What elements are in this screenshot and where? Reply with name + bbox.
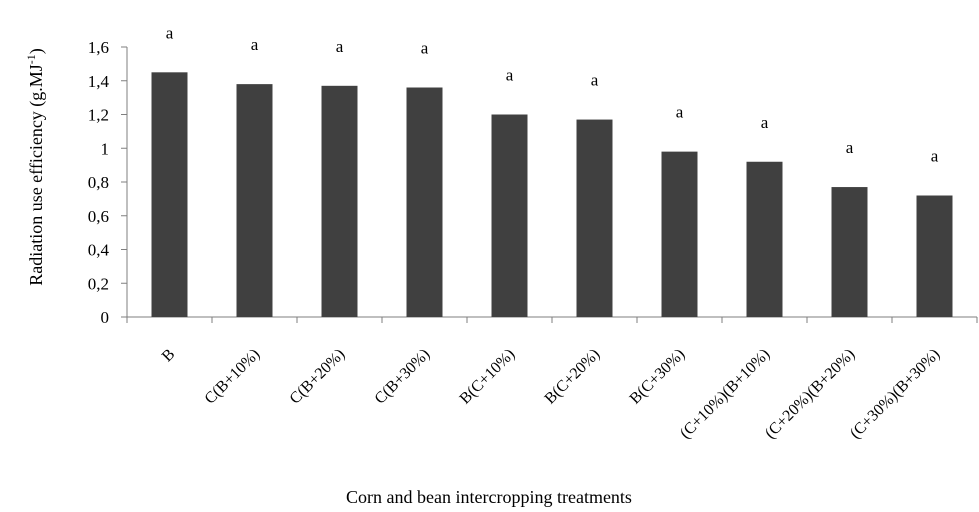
y-tick-label: 0,2 (88, 274, 109, 293)
y-axis-title: Radiation use efficiency (g.MJ-1) (24, 48, 47, 286)
x-axis-ticks (126, 317, 978, 323)
bar (406, 87, 443, 317)
y-tick-label: 0,4 (88, 241, 110, 260)
significance-letter: a (506, 66, 514, 85)
category-label: B(C+20%) (542, 346, 604, 408)
category-label: B(C+10%) (457, 346, 519, 408)
category-label: C(B+10%) (202, 346, 264, 408)
bar (916, 195, 953, 317)
bar (746, 161, 783, 317)
category-labels: B C(B+10%) C(B+20%) C(B+30%) B(C+10%) B(C+20%… (159, 346, 944, 442)
bar (151, 72, 188, 317)
bars (151, 72, 953, 317)
significance-letter: a (591, 71, 599, 90)
significance-letter: a (846, 138, 854, 157)
category-label: B(C+30%) (627, 346, 689, 408)
category-label: C(B+20%) (287, 346, 349, 408)
category-label: C(B+30%) (372, 346, 434, 408)
bar (576, 119, 613, 317)
category-label: (C+10%)(B+10%) (677, 346, 773, 442)
bar (491, 114, 528, 317)
y-axis-ticks (121, 46, 127, 318)
category-label: (C+20%)(B+20%) (762, 346, 858, 442)
y-tick-label: 0 (101, 308, 110, 327)
y-axis-title-superscript: -1 (24, 54, 38, 64)
bar (236, 84, 273, 317)
y-tick-label: 1,2 (88, 106, 109, 125)
y-axis-tick-labels: 0 0,2 0,4 0,6 0,8 1 1,2 1,4 1,6 (88, 38, 110, 327)
y-axis-title-main: Radiation use efficiency (g.MJ (26, 64, 47, 286)
bar (831, 187, 868, 317)
category-label: B (159, 346, 179, 366)
bar (661, 151, 698, 317)
bar (321, 85, 358, 317)
significance-letter: a (166, 23, 174, 42)
y-tick-label: 1 (101, 139, 110, 158)
x-axis-title: Corn and bean intercropping treatments (346, 487, 632, 507)
significance-letter: a (761, 113, 769, 132)
y-tick-label: 1,4 (88, 72, 110, 91)
y-tick-label: 0,8 (88, 173, 109, 192)
significance-letter: a (251, 35, 259, 54)
category-label: (C+30%)(B+30%) (847, 346, 943, 442)
y-tick-label: 0,6 (88, 207, 109, 226)
significance-letter: a (931, 147, 939, 166)
significance-letters: a a a a a a a a a a (166, 23, 939, 165)
y-axis-title-end: ) (26, 48, 47, 54)
significance-letter: a (421, 39, 429, 58)
significance-letter: a (336, 37, 344, 56)
y-tick-label: 1,6 (88, 38, 109, 57)
significance-letter: a (676, 103, 684, 122)
